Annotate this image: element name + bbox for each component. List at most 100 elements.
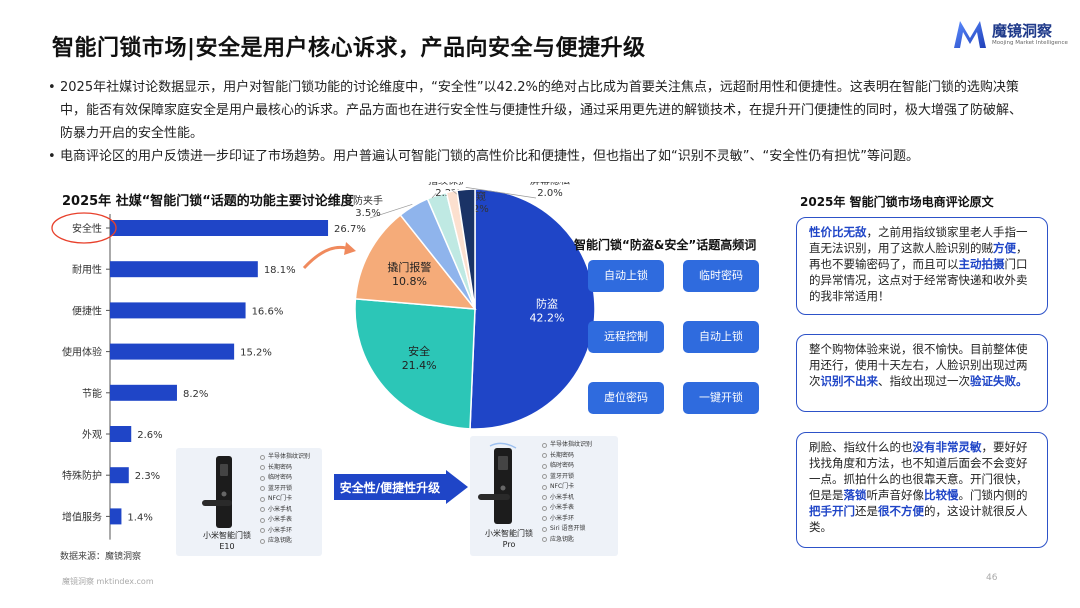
feature-bullet-icon [260, 496, 265, 502]
feature-item: 蓝牙开锁 [260, 484, 310, 495]
slice-value-label: 42.2% [530, 311, 565, 324]
leader-line [369, 203, 413, 219]
feature-item: 半导体指纹识别 [542, 440, 592, 451]
arrow-shape [334, 470, 468, 504]
feature-label: 蓝牙开锁 [268, 484, 293, 492]
review-highlight: 主动拍摄 [958, 257, 1005, 271]
feature-label: Siri 语音开锁 [550, 525, 586, 532]
feature-bullet-icon [260, 486, 265, 492]
feature-bullet-icon [542, 463, 547, 469]
review-card: 性价比无敌，之前用指纹锁家里老人手指一直无法识别，用了这款人脸识别的贼方便，再也… [796, 217, 1048, 315]
bar [110, 426, 132, 442]
feature-item: NFC门卡 [260, 494, 310, 505]
keyword-tag: 自动上锁 [683, 321, 759, 353]
value-label: 18.1% [264, 265, 296, 276]
review-text: 的，这设计就很反人类。 [809, 504, 1028, 534]
category-label: 外观 [82, 429, 102, 441]
feature-item: 应急钥匙 [260, 536, 310, 547]
category-label: 增值服务 [62, 510, 102, 523]
feature-item: Siri 语音开锁 [542, 524, 592, 535]
feature-list: 半导体指纹识别 长期密码 临时密码 蓝牙开锁 NFC门卡 小米手机 小米手表 小米手环 Siri… [542, 440, 592, 545]
review-highlight: 方便 [993, 241, 1016, 255]
upgrade-label: 安全性/便捷性升级 [340, 480, 440, 495]
slice-value-label: 2.0% [537, 188, 562, 199]
feature-bullet-icon [260, 475, 265, 481]
category-label: 节能 [82, 387, 102, 400]
value-label: 16.6% [252, 306, 284, 317]
brand-logo: 魔镜洞察 Moojing Market Intelligence [952, 18, 1072, 52]
bar [110, 220, 329, 236]
review-text: 还是 [855, 504, 878, 518]
feature-bullet-icon [542, 442, 547, 448]
bullet-paragraph: • 电商评论区的用户反馈进一步印证了市场趋势。用户普遍认可智能门锁的高性价比和便… [48, 145, 1032, 168]
logo-subtitle: Moojing Market Intelligence [992, 40, 1068, 46]
review-highlight: 没有非常灵敏 [912, 440, 982, 454]
review-card: 刷脸、指纹什么的也没有非常灵敏，要好好找找角度和方法，也不知道后面会不会变好一点… [796, 432, 1048, 548]
slice-name-label: 指纹保护 [428, 182, 468, 187]
footer-text: 魔镜洞察 mktindex.com [62, 577, 154, 586]
bullet-text: 2025年社媒讨论数据显示，用户对智能门锁功能的讨论维度中，“安全性”以42.2… [60, 80, 1023, 141]
feature-bullet-icon [542, 495, 547, 501]
feature-bullet-icon [542, 537, 547, 543]
feature-label: 长期密码 [268, 463, 293, 471]
product-name: 小米智能门锁 E10 [188, 530, 266, 552]
product-name-line2: Pro [502, 540, 516, 549]
review-text: ，要好好找找角度和方法，也不知道后面会不会变好一点。抓拍什么的也很靠天意。开门很… [809, 440, 1028, 502]
slice-value-label: 10.8% [392, 275, 427, 288]
feature-item: 小米手机 [542, 493, 592, 504]
feature-item: 应急钥匙 [542, 535, 592, 546]
review-text: ，再也不要输密码了，而且可以 [809, 241, 1028, 271]
category-label: 安全性 [72, 222, 102, 235]
bar [110, 343, 235, 360]
feature-bullet-icon [260, 465, 265, 471]
value-label: 26.7% [334, 224, 366, 235]
pie-slice [354, 298, 476, 430]
review-text: 门口的异常情况，这点对于经常寄快递和收外卖的我非常适用！ [809, 257, 1028, 303]
feature-label: 小米手环 [550, 514, 575, 522]
bar-chart: 安全性 26.7% 耐用性 18.1% 便捷性 16.6% 使用体验 15.2% 节能 8.2% 外… [51, 212, 366, 540]
bullet-text: 电商评论区的用户反馈进一步印证了市场趋势。用户普遍认可智能门锁的高性价比和便捷性… [60, 149, 919, 164]
product-name: 小米智能门锁 Pro [470, 528, 548, 550]
feature-item: 长期密码 [260, 463, 310, 474]
bar-chart-title: 2025年 社媒“智能门锁“话题的功能主要讨论维度 [62, 194, 354, 209]
feature-item: NFC门卡 [542, 482, 592, 493]
logo-m-icon [954, 21, 986, 48]
feature-label: 蓝牙开锁 [550, 472, 575, 480]
feature-label: NFC门卡 [268, 495, 293, 502]
pie-chart: 防盗42.2%安全21.4%撬门报警10.8%防夹手3.5%指纹保护2.2%防窥… [353, 182, 596, 430]
review-highlight: 比较慢 [924, 488, 959, 502]
feature-label: 半导体指纹识别 [550, 441, 593, 448]
feature-item: 临时密码 [260, 473, 310, 484]
review-highlight: 很不方便 [878, 504, 924, 518]
feature-item: 半导体指纹识别 [260, 452, 310, 463]
keyword-tag: 远程控制 [588, 321, 664, 353]
slice-value-label: 21.4% [402, 359, 437, 372]
value-label: 8.2% [183, 389, 208, 400]
feature-bullet-icon [260, 538, 265, 544]
feature-item: 小米手表 [542, 503, 592, 514]
review-highlight: 把手开门 [809, 504, 855, 518]
review-text: 刷脸、指纹什么的也 [809, 440, 913, 454]
feature-item: 临时密码 [542, 461, 592, 472]
feature-bullet-icon [542, 484, 547, 490]
product-card-pro: 小米智能门锁 Pro 半导体指纹识别 长期密码 临时密码 蓝牙开锁 NFC门卡 小米手机小… [470, 436, 618, 556]
highlight-circle [51, 212, 117, 244]
upgrade-arrow: 安全性/便捷性升级 [334, 470, 468, 504]
page-number: 46 [986, 573, 998, 583]
feature-label: 应急钥匙 [550, 535, 575, 543]
feature-item: 小米手环 [260, 526, 310, 537]
bullet-dot: • [48, 149, 56, 164]
review-highlight: 验证失败。 [970, 374, 1028, 388]
feature-bullet-icon [542, 474, 547, 480]
review-text: 整个购物体验来说，很不愉快。目前整体使用还行，使用十天左右，人脸识别出现过两次 [809, 342, 1028, 388]
feature-label: NFC门卡 [550, 483, 575, 490]
review-text: ，之前用指纹锁家里老人手指一直无法识别，用了这款人脸识别的贼 [809, 225, 1028, 255]
reviews-title: 2025年 智能门锁市场电商评论原文 [800, 195, 994, 209]
feature-label: 临时密码 [550, 462, 575, 469]
value-label: 15.2% [240, 348, 272, 359]
slice-value-label: 1.2% [463, 204, 488, 215]
value-label: 2.3% [135, 471, 160, 482]
bar [110, 467, 129, 484]
feature-bullet-icon [260, 507, 265, 513]
feature-label: 小米手表 [550, 504, 575, 511]
